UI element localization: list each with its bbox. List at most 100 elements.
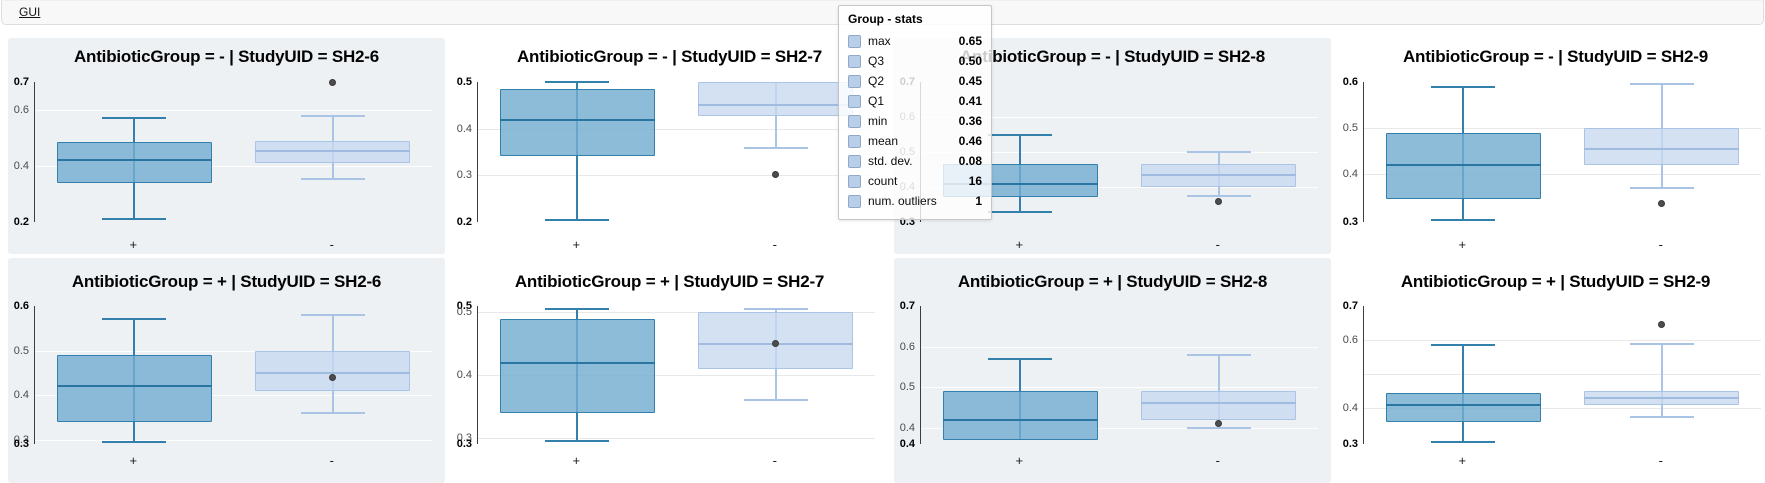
box-minus[interactable] xyxy=(255,350,411,391)
outlier-point[interactable] xyxy=(329,78,337,86)
stat-value: 0.50 xyxy=(958,54,982,68)
whisker-cap-plus xyxy=(545,81,610,83)
stats-tooltip: Group - stats max 0.65 Q3 0.50 Q2 0.45 Q1 0.41 m… xyxy=(838,5,992,220)
y-tick-label: 0.5 xyxy=(456,300,472,312)
gridline xyxy=(1364,340,1761,342)
gui-link[interactable]: GUI xyxy=(19,5,41,19)
gridline xyxy=(921,117,1318,118)
stat-value: 0.41 xyxy=(958,94,982,108)
whisker-cap-plus xyxy=(545,439,610,442)
stat-label: Q2 xyxy=(868,74,885,88)
whisker-cap-plus xyxy=(1431,218,1496,221)
tooltip-rows: max 0.65 Q3 0.50 Q2 0.45 Q1 0.41 min 0.36 mean 0.46… xyxy=(848,31,982,211)
stat-value: 0.08 xyxy=(958,154,982,168)
median-line-minus xyxy=(255,149,411,152)
facet-title: AntibioticGroup = - | StudyUID = SH2-7 xyxy=(516,47,823,66)
whisker-cap-minus xyxy=(1629,342,1694,345)
outlier-point[interactable] xyxy=(329,373,337,381)
box-plus[interactable] xyxy=(499,318,655,413)
plot-area: 0.7 0.6 0.4 0.3 xyxy=(1343,300,1761,450)
gridline xyxy=(1364,173,1761,175)
outlier-point[interactable] xyxy=(1215,420,1223,428)
median-line-minus xyxy=(698,103,854,106)
x-tick-label: + xyxy=(1015,453,1024,468)
gridline xyxy=(1364,408,1761,410)
gridline xyxy=(478,437,875,439)
y-tick-label: 0.6 xyxy=(1342,76,1358,88)
tooltip-stat-row: std. dev. 0.08 xyxy=(848,151,982,171)
box-minus[interactable] xyxy=(698,82,854,116)
x-tick-label: + xyxy=(572,453,581,468)
box-plus[interactable] xyxy=(56,355,212,422)
outlier-point[interactable] xyxy=(1215,197,1223,205)
y-tick-label: 0.4 xyxy=(13,389,29,401)
facet-panel: AntibioticGroup = - | StudyUID = SH2-6 0.… xyxy=(8,38,445,254)
whisker-cap-minus xyxy=(1186,426,1251,429)
plot-area: 0.6 0.5 0.4 0.3 0.3 xyxy=(14,300,432,450)
x-tick-label: - xyxy=(1658,237,1663,252)
whisker-cap-plus xyxy=(988,210,1053,213)
box-plus[interactable] xyxy=(499,88,655,157)
median-line-minus xyxy=(1584,147,1740,150)
tooltip-stat-row: Q1 0.41 xyxy=(848,91,982,111)
stat-label: max xyxy=(868,34,891,48)
facet-title: AntibioticGroup = - | StudyUID = SH2-8 xyxy=(959,47,1266,66)
tooltip-stat-row: Q2 0.45 xyxy=(848,71,982,91)
median-line-plus xyxy=(56,385,212,388)
median-line-plus xyxy=(942,182,1098,185)
facet-title: AntibioticGroup = + | StudyUID = SH2-9 xyxy=(1400,272,1711,291)
gridline xyxy=(35,395,432,396)
gridline xyxy=(1364,127,1761,129)
stat-label: Q1 xyxy=(868,94,885,108)
box-plus[interactable] xyxy=(1385,132,1541,200)
outlier-point[interactable] xyxy=(1658,200,1666,208)
y-tick-label: 0.4 xyxy=(1342,167,1358,180)
y-tick-label: 0.6 xyxy=(13,104,29,116)
stat-label: min xyxy=(868,114,888,128)
facet-panel: AntibioticGroup = + | StudyUID = SH2-7 0.… xyxy=(451,258,888,483)
x-tick-label: - xyxy=(329,237,334,252)
facet-title: AntibioticGroup = + | StudyUID = SH2-8 xyxy=(957,272,1268,291)
y-tick-label: 0.3 xyxy=(456,168,472,181)
y-tick-label: 0.4 xyxy=(456,123,472,136)
y-tick-label: 0.2 xyxy=(13,216,29,228)
whisker-cap-plus xyxy=(545,218,610,221)
facet-title: AntibioticGroup = + | StudyUID = SH2-6 xyxy=(71,272,382,291)
outlier-point[interactable] xyxy=(772,171,780,179)
tooltip-title: Group - stats xyxy=(848,12,923,26)
facet-title: AntibioticGroup = + | StudyUID = SH2-7 xyxy=(514,272,825,291)
plot-area: 0.6 0.5 0.4 0.3 xyxy=(1343,76,1761,228)
box-plus[interactable] xyxy=(1385,392,1541,422)
plot-area: 0.7 0.6 0.5 0.4 0.4 xyxy=(900,300,1318,450)
gridline xyxy=(478,174,875,176)
stat-swatch-icon xyxy=(848,114,861,128)
gridline xyxy=(35,439,432,441)
tooltip-stat-row: min 0.36 xyxy=(848,111,982,131)
y-tick-label: 0.7 xyxy=(1342,300,1358,312)
y-tick-label: 0.3 xyxy=(13,433,29,446)
stat-label: count xyxy=(868,174,898,188)
facet-title: AntibioticGroup = - | StudyUID = SH2-6 xyxy=(73,47,380,66)
outlier-point[interactable] xyxy=(1658,321,1666,329)
median-line-plus xyxy=(1385,163,1541,166)
box-minus[interactable] xyxy=(255,140,411,164)
facet-panel: AntibioticGroup = + | StudyUID = SH2-8 0.… xyxy=(894,258,1331,483)
gridline xyxy=(478,375,875,376)
median-line-minus xyxy=(1141,402,1297,405)
gridline xyxy=(1364,374,1761,376)
gridline xyxy=(35,350,432,352)
y-tick-label: 0.7 xyxy=(899,300,915,312)
box-plus[interactable] xyxy=(56,142,212,183)
whisker-minus xyxy=(1660,343,1663,417)
y-tick-label: 0.6 xyxy=(899,340,915,353)
stat-value: 0.36 xyxy=(958,114,982,128)
x-tick-label: - xyxy=(1215,453,1220,468)
box-plus[interactable] xyxy=(942,391,1098,440)
box-minus[interactable] xyxy=(1584,127,1740,165)
whisker-cap-minus xyxy=(1186,194,1251,197)
x-tick-label: - xyxy=(329,453,334,468)
y-tick-label: 0.5 xyxy=(1342,121,1358,134)
outlier-point[interactable] xyxy=(772,340,780,348)
box-minus[interactable] xyxy=(1141,391,1297,420)
y-tick-label: 0.4 xyxy=(899,421,915,434)
